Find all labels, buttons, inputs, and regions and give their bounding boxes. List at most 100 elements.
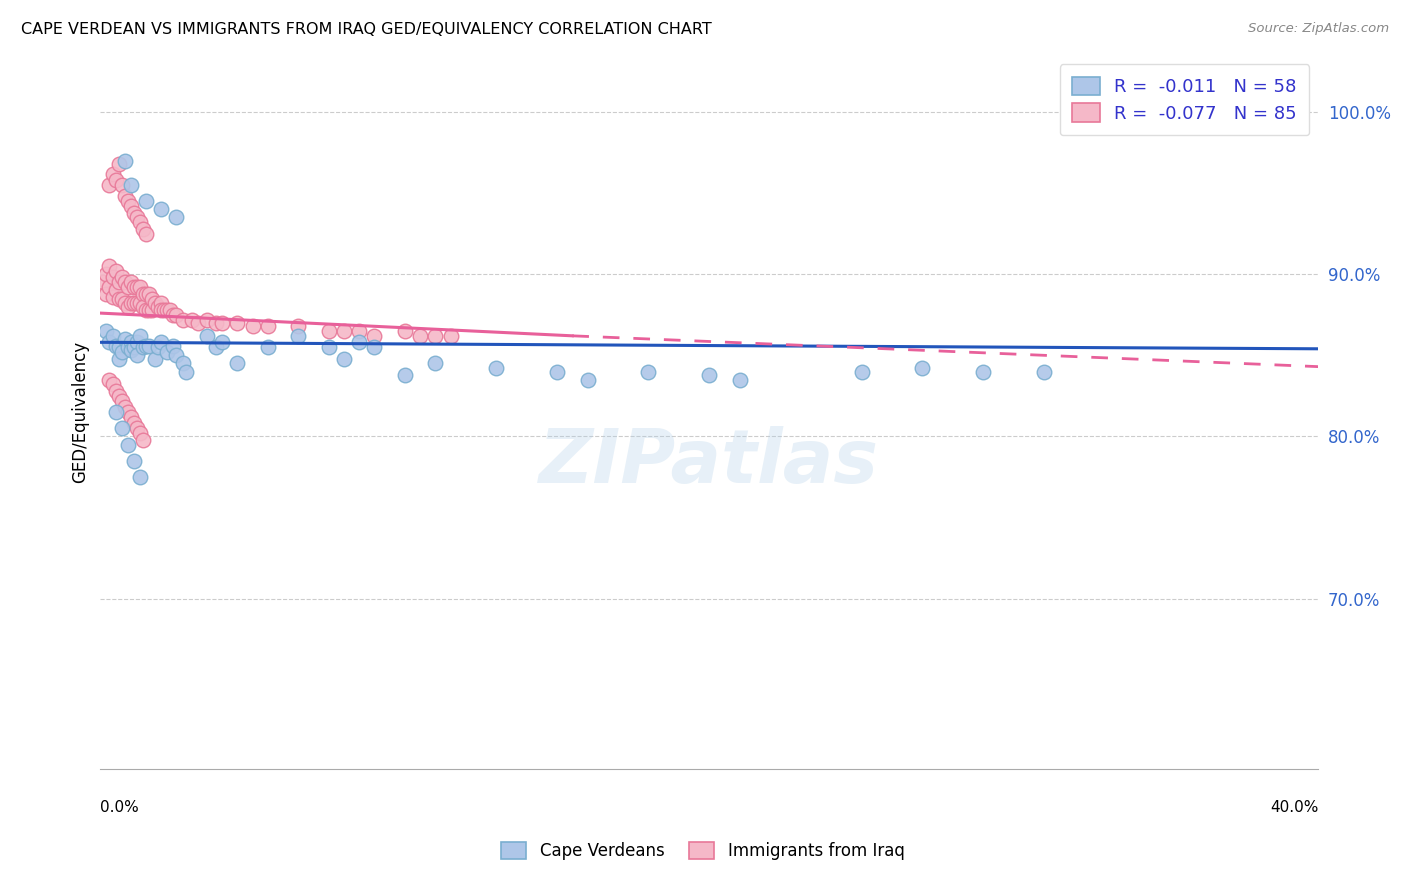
Point bbox=[141, 302, 163, 317]
Point bbox=[195, 328, 218, 343]
Point bbox=[98, 373, 121, 387]
Point bbox=[135, 286, 157, 301]
Point bbox=[122, 454, 145, 468]
Point bbox=[129, 296, 152, 310]
Point bbox=[159, 302, 181, 317]
Point bbox=[211, 316, 233, 330]
Point bbox=[104, 284, 127, 298]
Point bbox=[101, 270, 124, 285]
Point bbox=[120, 296, 142, 310]
Point bbox=[143, 296, 166, 310]
Point bbox=[972, 364, 994, 378]
Text: Source: ZipAtlas.com: Source: ZipAtlas.com bbox=[1249, 22, 1389, 36]
Point bbox=[114, 401, 136, 415]
Point bbox=[111, 178, 134, 192]
Text: 40.0%: 40.0% bbox=[1270, 799, 1319, 814]
Point bbox=[104, 405, 127, 419]
Point bbox=[122, 296, 145, 310]
Point bbox=[125, 280, 148, 294]
Point bbox=[180, 312, 202, 326]
Point bbox=[101, 377, 124, 392]
Point bbox=[107, 351, 129, 366]
Point bbox=[148, 340, 170, 354]
Point bbox=[333, 324, 356, 338]
Point bbox=[287, 319, 309, 334]
Point bbox=[851, 364, 873, 378]
Point bbox=[485, 361, 508, 376]
Point bbox=[120, 199, 142, 213]
Point bbox=[287, 328, 309, 343]
Point bbox=[104, 338, 127, 352]
Point bbox=[98, 259, 121, 273]
Point bbox=[129, 426, 152, 441]
Point bbox=[111, 345, 134, 359]
Point bbox=[148, 300, 170, 314]
Point bbox=[138, 302, 160, 317]
Point bbox=[117, 300, 139, 314]
Point bbox=[174, 364, 197, 378]
Point bbox=[318, 324, 340, 338]
Point bbox=[195, 312, 218, 326]
Point bbox=[132, 221, 155, 235]
Point bbox=[101, 290, 124, 304]
Point bbox=[117, 405, 139, 419]
Point bbox=[111, 421, 134, 435]
Point bbox=[107, 340, 129, 354]
Point bbox=[120, 275, 142, 289]
Point bbox=[546, 364, 568, 378]
Point bbox=[143, 351, 166, 366]
Point bbox=[120, 178, 142, 192]
Point bbox=[150, 202, 173, 217]
Point bbox=[162, 338, 184, 352]
Point bbox=[394, 368, 416, 382]
Point bbox=[107, 292, 129, 306]
Point bbox=[104, 264, 127, 278]
Point bbox=[394, 324, 416, 338]
Point bbox=[132, 286, 155, 301]
Point bbox=[138, 286, 160, 301]
Point bbox=[911, 361, 934, 376]
Point bbox=[166, 348, 188, 362]
Point bbox=[347, 335, 370, 350]
Point bbox=[172, 312, 194, 326]
Point bbox=[120, 343, 142, 358]
Point bbox=[242, 319, 264, 334]
Point bbox=[256, 319, 278, 334]
Point bbox=[96, 286, 118, 301]
Y-axis label: GED/Equivalency: GED/Equivalency bbox=[72, 341, 89, 483]
Text: ZIPatlas: ZIPatlas bbox=[540, 425, 879, 499]
Point bbox=[125, 296, 148, 310]
Point bbox=[122, 417, 145, 431]
Point bbox=[98, 280, 121, 294]
Point bbox=[150, 302, 173, 317]
Point bbox=[129, 328, 152, 343]
Point bbox=[226, 356, 249, 370]
Point bbox=[205, 316, 228, 330]
Point bbox=[211, 335, 233, 350]
Point bbox=[117, 280, 139, 294]
Point bbox=[135, 194, 157, 209]
Point bbox=[132, 433, 155, 447]
Point bbox=[101, 167, 124, 181]
Point bbox=[122, 280, 145, 294]
Point bbox=[166, 308, 188, 322]
Point bbox=[172, 356, 194, 370]
Point bbox=[107, 275, 129, 289]
Point bbox=[111, 292, 134, 306]
Point bbox=[135, 227, 157, 241]
Point bbox=[166, 211, 188, 225]
Point bbox=[125, 421, 148, 435]
Point bbox=[96, 267, 118, 281]
Point bbox=[439, 328, 461, 343]
Point bbox=[129, 470, 152, 484]
Point bbox=[93, 275, 115, 289]
Point bbox=[125, 335, 148, 350]
Legend: Cape Verdeans, Immigrants from Iraq: Cape Verdeans, Immigrants from Iraq bbox=[491, 832, 915, 871]
Point bbox=[114, 332, 136, 346]
Point bbox=[114, 275, 136, 289]
Point bbox=[114, 153, 136, 168]
Point bbox=[318, 340, 340, 354]
Point bbox=[205, 340, 228, 354]
Point bbox=[96, 324, 118, 338]
Point bbox=[107, 389, 129, 403]
